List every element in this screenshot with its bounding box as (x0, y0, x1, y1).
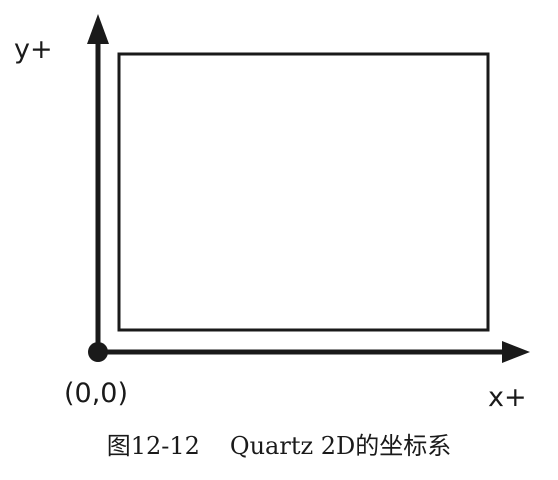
rectangle-shape (117, 52, 490, 332)
origin-dot (88, 342, 108, 362)
x-axis-arrowhead (502, 341, 530, 363)
y-axis-arrowhead (87, 14, 109, 44)
origin-label: (0,0) (64, 378, 129, 409)
figure-caption: 图12-12 Quartz 2D的坐标系 (0, 434, 558, 458)
figure-title: Quartz 2D的坐标系 (229, 432, 452, 460)
figure-number: 图12-12 (106, 432, 200, 460)
x-axis-label: x+ (488, 382, 527, 413)
y-axis-label: y+ (14, 34, 53, 65)
